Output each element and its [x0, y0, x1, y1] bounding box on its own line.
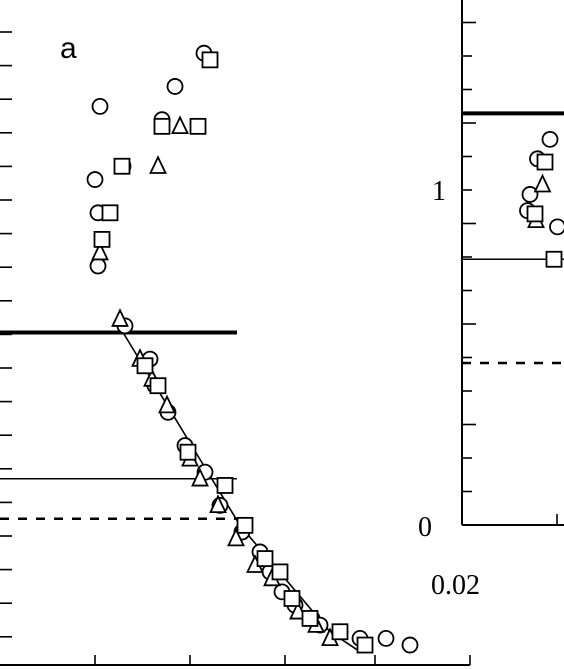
panel-b: 1 0 0.02 — [418, 0, 564, 601]
panel-a-square-point — [271, 563, 289, 581]
panel-a-square-point — [216, 477, 234, 494]
panel-b-circle-point — [549, 218, 564, 236]
panel-a: a — [0, 31, 471, 666]
panel-b-circle-point — [541, 130, 559, 148]
panel-b-data-points — [519, 130, 564, 268]
panel-a-triangle-point — [191, 467, 209, 487]
panel-a-triangle-point — [111, 308, 129, 327]
y-tick-label-0: 0 — [418, 512, 432, 543]
panel-a-triangle-point — [149, 155, 167, 174]
panel-a-reference-lines — [0, 330, 237, 520]
panel-a-circle-point — [166, 78, 184, 95]
panel-a-square-point — [179, 443, 197, 461]
y-tick-label-1: 1 — [432, 176, 446, 207]
panel-a-square-point — [93, 230, 111, 248]
panel-a-square-point — [301, 610, 319, 627]
panel-a-circle-point — [401, 636, 419, 654]
panel-a-square-point — [113, 157, 131, 175]
x-tick-label-0.02: 0.02 — [431, 570, 480, 601]
panel-a-square-point — [189, 117, 207, 135]
panel-b-triangle-point — [533, 173, 552, 193]
panel-a-circle-point — [377, 630, 395, 647]
panel-a-triangle-point — [171, 115, 189, 135]
panel-a-circle-point — [89, 257, 107, 275]
panel-a-axes — [0, 31, 471, 666]
panel-a-circle-point — [86, 171, 104, 188]
panel-b-reference-lines — [462, 111, 564, 365]
panel-b-circle-point — [521, 186, 539, 203]
panel-a-square-point — [149, 377, 167, 395]
panel-a-square-point — [201, 51, 219, 69]
panel-a-square-point — [101, 204, 119, 222]
panel-b-axes — [461, 0, 564, 526]
panel-b-square-point — [526, 205, 544, 223]
panel-a-square-point — [236, 516, 254, 534]
panel-b-square-point — [545, 250, 563, 268]
panel-a-square-point — [356, 636, 374, 654]
panel-a-triangle-point — [91, 241, 109, 261]
panel-a-circle-point — [91, 98, 109, 115]
panel-a-triangle-point — [158, 394, 176, 414]
panel-a-data-points — [86, 44, 419, 654]
panel-label-a: a — [60, 32, 77, 65]
panel-b-square-point — [536, 153, 554, 171]
panel-a-square-point — [153, 117, 171, 135]
panel-a-triangle-point — [227, 527, 245, 547]
panel-a-square-point — [283, 590, 301, 607]
panel-a-triangle-point — [209, 494, 227, 514]
panel-a-square-point — [256, 550, 274, 567]
panel-a-square-point — [136, 357, 154, 375]
panel-a-square-point — [331, 623, 349, 641]
